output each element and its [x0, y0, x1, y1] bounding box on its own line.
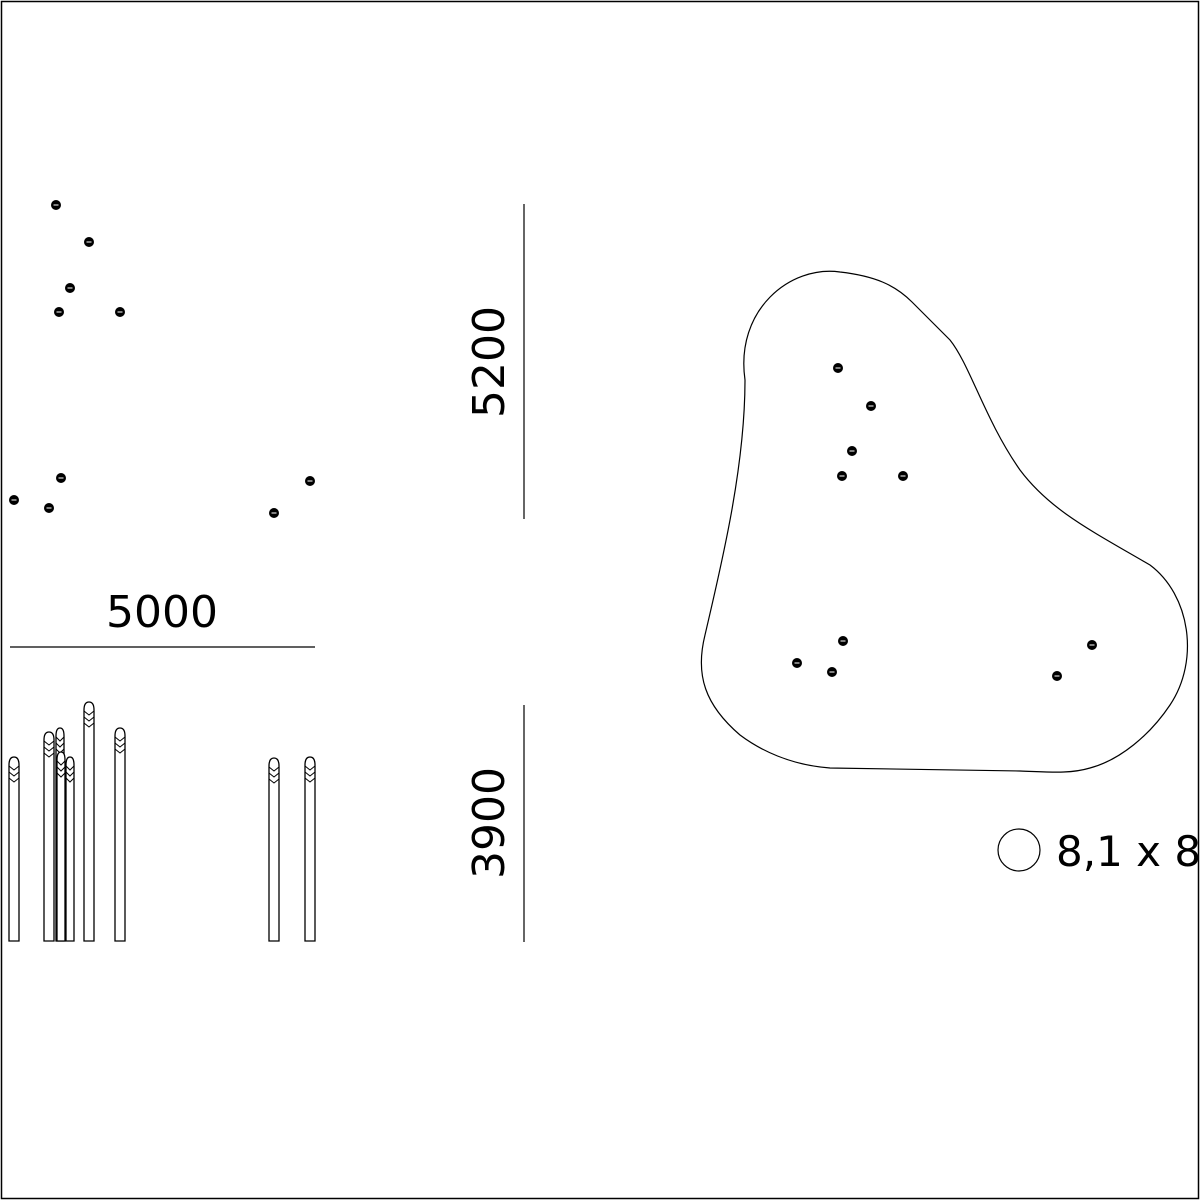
area-label: 8,1 x 8 — [1056, 827, 1200, 876]
pole — [56, 751, 66, 942]
area-symbol-icon — [997, 828, 1041, 872]
pole-chevron — [56, 772, 66, 778]
depth-dimension-label: 5200 — [464, 306, 515, 418]
pole-chevron — [114, 748, 126, 754]
elevation-view — [8, 701, 316, 942]
safety-area-outline — [700, 270, 1188, 773]
pole-chevron — [65, 765, 75, 771]
pole-chevron — [268, 778, 280, 784]
width-dimension-label: 5000 — [106, 587, 218, 638]
pole-chevron — [8, 771, 20, 777]
pole — [268, 757, 280, 942]
pole-chevron — [56, 760, 66, 766]
pole — [8, 756, 20, 942]
top-view-right — [792, 363, 1097, 681]
pole-chevron — [43, 740, 55, 746]
pole-chevron — [8, 765, 20, 771]
pole-chevron — [268, 766, 280, 772]
pole-chevron — [56, 766, 66, 772]
pole-chevron — [55, 736, 65, 742]
pole-chevron — [304, 777, 316, 783]
pole-chevron — [268, 772, 280, 778]
pole-chevron — [8, 777, 20, 783]
pole-chevron — [83, 722, 95, 728]
pole-chevron — [304, 765, 316, 771]
pole — [83, 701, 95, 942]
pole-chevron — [43, 746, 55, 752]
pole-chevron — [114, 736, 126, 742]
pole-chevron — [114, 742, 126, 748]
pole-chevron — [55, 742, 65, 748]
pole-chevron — [83, 710, 95, 716]
pole — [114, 727, 126, 942]
pole — [304, 756, 316, 942]
pole-chevron — [304, 771, 316, 777]
pole-chevron — [65, 777, 75, 783]
height-dimension-label: 3900 — [464, 767, 515, 879]
top-view-left — [9, 200, 315, 518]
pole-chevron — [65, 771, 75, 777]
pole-chevron — [43, 752, 55, 758]
pole — [43, 731, 55, 942]
pole — [65, 756, 75, 942]
pole-chevron — [83, 716, 95, 722]
